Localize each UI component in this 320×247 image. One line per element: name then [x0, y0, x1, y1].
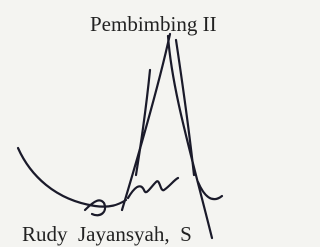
signatory-name: Rudy Jayansyah, S — [22, 222, 192, 247]
signature — [0, 0, 281, 242]
signature-stroke — [85, 200, 105, 215]
page: Pembimbing II Rudy Jayansyah, S (() => {… — [0, 0, 281, 242]
signature-stroke — [128, 178, 178, 198]
signature-stroke — [18, 148, 126, 207]
signature-stroke — [122, 34, 170, 210]
